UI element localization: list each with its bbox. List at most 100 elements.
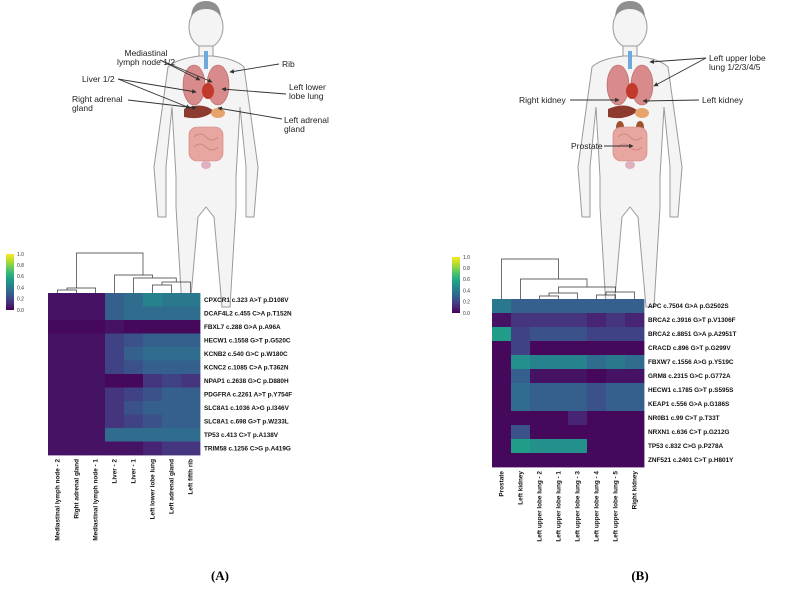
heatmap-cell — [67, 428, 87, 442]
colorbar-tick-label: 0.0 — [17, 308, 24, 314]
heatmap-cell — [105, 347, 125, 361]
heatmap-cell — [587, 425, 607, 440]
heatmap-cell — [48, 333, 68, 348]
heatmap-cell — [162, 360, 182, 375]
callout-right-adrenal-gland: Right adrenal gland — [72, 94, 197, 113]
row-label: BRCA2 c.8851 G>A p.A2951T — [648, 331, 736, 338]
row-label: FBXW7 c.1556 A>G p.Y519C — [648, 359, 734, 366]
heatmap-cell — [549, 453, 569, 468]
callout-arrow — [117, 78, 191, 109]
heatmap-cell — [143, 401, 163, 415]
heatmap-cell — [162, 333, 182, 348]
heatmap-cell — [105, 333, 125, 348]
heatmap-cell — [124, 293, 144, 307]
heatmap-cell — [124, 401, 144, 415]
callout-arrow — [159, 59, 213, 83]
heatmap-cell — [511, 425, 531, 440]
heatmap-cell — [549, 411, 569, 426]
row-label: KEAP1 c.556 G>A p.G186S — [648, 401, 730, 408]
row-label: TP53 c.413 C>T p.A138V — [204, 432, 279, 439]
dendrogram-branch — [66, 287, 96, 293]
heatmap-cell — [124, 387, 144, 402]
heatmap-cell — [606, 313, 626, 328]
heatmap-cell — [625, 411, 645, 426]
panel-label-b: (B) — [631, 568, 648, 583]
trachea-shape — [628, 51, 632, 69]
heatmap-cell — [606, 383, 626, 398]
heatmap-cell — [48, 347, 68, 361]
heatmap-cell — [549, 369, 569, 384]
row-label: CRACD c.896 G>T p.G299V — [648, 345, 731, 352]
heatmap-cell — [162, 401, 182, 415]
callout-left-lower-lobe-lung: Left lower lobe lung — [221, 82, 326, 101]
heatmap-cell — [86, 320, 106, 334]
heatmap-cell — [181, 360, 201, 375]
heatmap-cell — [48, 360, 68, 375]
heatmap-cell — [568, 397, 588, 412]
bladder-shape — [625, 161, 635, 169]
heatmap-cell — [48, 401, 68, 415]
heatmap-cell — [625, 341, 645, 356]
dendrogram-branch — [520, 278, 588, 299]
heatmap-cell — [181, 414, 201, 429]
heatmap-cell — [568, 425, 588, 440]
column-label: Left upper lobe lung - 4 — [594, 471, 601, 542]
callout-arrow — [217, 106, 283, 120]
heart-shape — [626, 83, 638, 99]
heatmap-cell — [124, 414, 144, 429]
callout-right-kidney: Right kidney — [519, 95, 620, 105]
heatmap-cell — [530, 383, 550, 398]
colorbar-tick-label: 0.6 — [17, 274, 24, 280]
heatmap-cell — [587, 453, 607, 468]
heatmap-cell — [67, 306, 87, 321]
heatmap-cell — [124, 306, 144, 321]
heatmap-cell — [511, 369, 531, 384]
colorbar-tick-label: 0.2 — [17, 297, 24, 303]
row-label: FBXL7 c.288 G>A p.A96A — [204, 324, 281, 331]
heatmap-cell — [606, 397, 626, 412]
heatmap-cell — [105, 306, 125, 321]
heatmap-cell — [511, 341, 531, 356]
heatmap-cell — [511, 411, 531, 426]
row-label: KCNB2 c.540 G>C p.W180C — [204, 351, 288, 358]
heatmap-cell — [511, 439, 531, 454]
callout-label: Right kidney — [519, 95, 567, 105]
heatmap-cell — [549, 397, 569, 412]
heatmap-cell — [530, 369, 550, 384]
heatmap-cell — [492, 313, 512, 328]
heatmap-cell — [549, 425, 569, 440]
heatmap-cell — [86, 306, 106, 321]
heatmap-cell — [568, 453, 588, 468]
heatmap-a-colorbar: 1.0 0.8 0.6 0.4 0.2 0.0 — [6, 252, 24, 314]
callout-label: Left adrenal gland — [284, 115, 329, 134]
heatmap-cell — [105, 374, 125, 388]
dendrogram-branch — [133, 277, 177, 293]
heatmap-cell — [162, 414, 182, 429]
heatmap-cell — [606, 425, 626, 440]
heatmap-cell — [181, 428, 201, 442]
heatmap-cell — [530, 355, 550, 370]
callout-label: Left upper lobe lung 1/2/3/4/5 — [709, 53, 766, 72]
heatmap-cell — [67, 414, 87, 429]
heatmap-cell — [105, 320, 125, 334]
stomach-shape — [635, 108, 649, 118]
heatmap-cell — [606, 355, 626, 370]
colorbar-tick-label: 0.0 — [463, 311, 470, 317]
heatmap-cell — [48, 293, 68, 307]
column-label: Mediastinal lymph node - 1 — [93, 459, 100, 541]
heatmap-cell — [625, 383, 645, 398]
heatmap-cell — [143, 441, 163, 456]
heatmap-cell — [86, 360, 106, 375]
heatmap-cell — [530, 439, 550, 454]
callout-label: Prostate — [571, 141, 603, 151]
heatmap-cell — [105, 414, 125, 429]
row-label: APC c.7504 G>A p.G2502S — [648, 303, 729, 310]
heatmap-cell — [181, 320, 201, 334]
heatmap-cell — [48, 441, 68, 456]
heatmap-cell — [549, 341, 569, 356]
dendrogram-branch — [57, 289, 77, 293]
row-label: DCAF4L2 c.455 C>A p.T152N — [204, 310, 292, 317]
heatmap-cell — [105, 387, 125, 402]
panel-label-a: (A) — [211, 568, 229, 583]
